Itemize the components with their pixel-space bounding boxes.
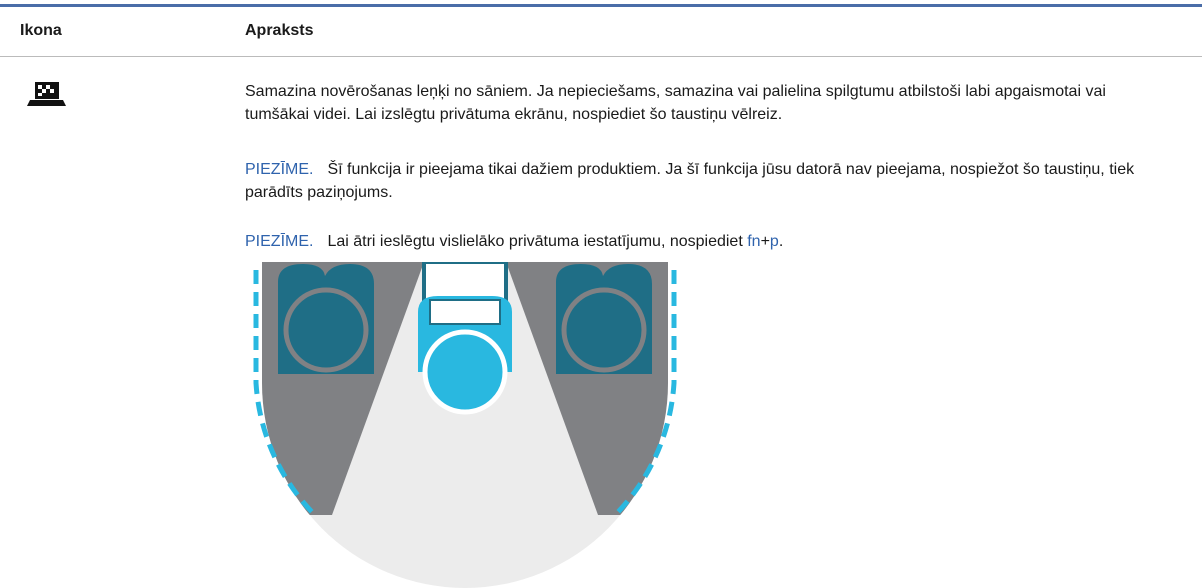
note-text: Šī funkcija ir pieejama tikai dažiem pro…: [245, 161, 1135, 201]
view-arc: [616, 270, 677, 514]
key: p: [769, 233, 779, 250]
note: PIEZĪME. Šī funkcija ir pieejama tikai da…: [245, 158, 1165, 204]
note-label: PIEZĪME.: [245, 233, 314, 250]
note: PIEZĪME. Lai ātri ieslēgtu vislielāko pri…: [245, 230, 1165, 253]
description: Samazina novērošanas leņķi no sāniem. Ja…: [245, 83, 1106, 123]
note-label: PIEZĪME.: [245, 161, 314, 178]
note-text: Lai ātri ieslēgtu vislielāko privātuma i…: [327, 233, 748, 250]
plus: +: [760, 233, 770, 250]
column-header: Ikona: [20, 22, 62, 39]
privacy-icon: [27, 82, 66, 106]
note-end: .: [778, 233, 784, 250]
key: fn: [747, 233, 761, 250]
top-rule: [0, 4, 1202, 7]
privacy-illustration: [262, 262, 668, 588]
header-rule: [0, 56, 1202, 57]
column-header: Apraksts: [245, 22, 314, 39]
view-arc: [253, 270, 314, 514]
